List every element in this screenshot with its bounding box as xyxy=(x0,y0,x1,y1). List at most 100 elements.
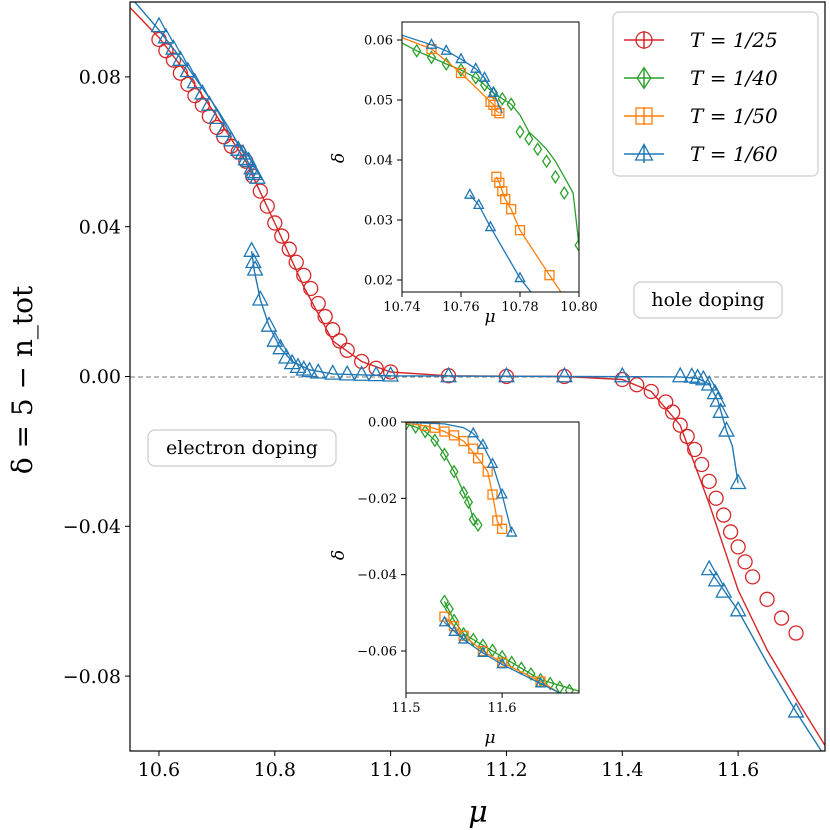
upper-inset-point-T-1-40 xyxy=(574,238,579,253)
lower-inset-y-tick-label: −0.04 xyxy=(357,568,397,583)
upper-inset-point-T-1-40 xyxy=(497,91,507,106)
upper-inset-frame xyxy=(401,21,580,293)
main-y-tick-label: 0.08 xyxy=(79,67,121,89)
upper-inset-point-T-1-50 xyxy=(485,96,496,107)
main-point-T-1-25 xyxy=(339,342,355,358)
main-y-axis-label: δ = 5 − n_tot xyxy=(6,285,39,474)
main-point-T-1-25 xyxy=(267,215,283,231)
lower-inset-point-T-1-50 xyxy=(439,611,450,622)
upper-inset-y-tick-label: 0.06 xyxy=(364,34,393,49)
upper-inset-point-T-1-50 xyxy=(500,193,511,205)
lower-inset-point-T-1-40 xyxy=(555,680,565,693)
main-point-T-1-60 xyxy=(718,421,735,437)
main-point-T-1-60 xyxy=(179,61,197,78)
lower-inset-y-tick-label: 0.00 xyxy=(368,416,397,431)
main-point-T-1-25 xyxy=(332,333,348,349)
main-point-T-1-60 xyxy=(246,259,264,276)
lower-inset-point-T-1-60 xyxy=(505,525,518,537)
main-point-T-1-25 xyxy=(708,490,724,506)
main-point-T-1-25 xyxy=(687,441,703,458)
main-x-ticks: 10.6 10.8 11.0 11.2 11.4 11.6 xyxy=(138,751,759,781)
main-x-tick-label: 11.0 xyxy=(369,759,411,781)
hole-doping-label: hole doping xyxy=(651,289,764,311)
legend-item: T = 1/25 xyxy=(624,28,778,52)
legend-label: T = 1/50 xyxy=(690,104,778,128)
main-point-T-1-60 xyxy=(164,39,182,55)
main-point-T-1-25 xyxy=(701,473,717,490)
lower-inset-series-line-T-1-60 xyxy=(406,422,513,533)
main-point-T-1-60 xyxy=(260,316,278,332)
main-point-T-1-60 xyxy=(694,369,712,386)
lower-inset-x-ticks: 11.5 11.6 xyxy=(392,693,517,716)
upper-inset-point-T-1-40 xyxy=(515,124,525,139)
lower-inset-point-T-1-40 xyxy=(468,512,478,527)
upper-inset-point-T-1-60 xyxy=(464,188,476,199)
main-point-T-1-60 xyxy=(237,149,255,166)
legend-label: T = 1/25 xyxy=(690,28,778,52)
lower-inset-point-T-1-50 xyxy=(487,489,498,500)
lower-inset-point-T-1-40 xyxy=(545,676,555,691)
main-y-tick-label: 0.04 xyxy=(79,216,121,238)
main-point-T-1-25 xyxy=(252,183,268,199)
main-point-T-1-60 xyxy=(186,72,204,89)
main-x-tick-label: 10.8 xyxy=(254,759,296,781)
lower-inset-point-T-1-60 xyxy=(457,632,470,644)
legend-item: T = 1/50 xyxy=(624,104,778,128)
hole-doping-annotation: hole doping xyxy=(633,281,783,319)
main-point-T-1-25 xyxy=(773,610,790,626)
lower-inset-point-T-1-60 xyxy=(477,438,489,449)
main-point-T-1-60 xyxy=(715,582,733,598)
main-point-T-1-25 xyxy=(382,364,399,380)
upper-inset-x-ticks: 10.74 10.76 10.78 10.80 xyxy=(383,292,598,315)
main-point-T-1-25 xyxy=(672,417,688,433)
main-point-T-1-60 xyxy=(208,108,226,124)
main-point-T-1-25 xyxy=(180,76,196,93)
main-point-T-1-60 xyxy=(689,368,707,384)
upper-inset-point-T-1-50 xyxy=(514,225,526,236)
upper-inset-point-T-1-50 xyxy=(491,171,502,182)
main-point-T-1-25 xyxy=(310,295,326,312)
upper-inset-y-label: δ xyxy=(329,153,349,163)
main-point-T-1-25 xyxy=(715,507,732,523)
main-y-ticks: 0.08 0.04 0.00 −0.04 −0.08 xyxy=(63,67,130,688)
lower-inset-point-T-1-40 xyxy=(463,495,474,510)
upper-inset-point-T-1-40 xyxy=(550,169,561,184)
main-point-T-1-25 xyxy=(665,404,681,420)
main-x-axis-label: μ xyxy=(468,795,488,830)
upper-inset-x-tick-label: 10.76 xyxy=(442,300,479,315)
main-point-T-1-60 xyxy=(700,559,718,576)
lower-inset-series-line-T-1-50 xyxy=(443,616,561,693)
main-point-T-1-25 xyxy=(354,353,370,370)
legend: T = 1/25 T = 1/40 T = 1/50 T = 1/60 xyxy=(612,11,819,177)
legend-marker-swatch xyxy=(635,31,653,49)
lower-inset-point-T-1-50 xyxy=(448,430,460,441)
lower-inset-point-T-1-40 xyxy=(449,464,459,479)
upper-inset-point-T-1-50 xyxy=(494,108,505,119)
upper-inset-point-T-1-40 xyxy=(441,56,451,72)
upper-inset-point-T-1-50 xyxy=(488,99,499,110)
upper-inset-point-T-1-60 xyxy=(487,86,500,97)
main-x-tick-label: 11.6 xyxy=(717,759,759,781)
upper-inset-point-T-1-40 xyxy=(471,70,481,85)
upper-inset-point-T-1-60 xyxy=(440,44,453,55)
upper-inset-y-tick-label: 0.02 xyxy=(364,274,393,289)
lower-inset-x-tick-label: 11.5 xyxy=(392,701,421,716)
upper-inset-x-tick-label: 10.78 xyxy=(501,300,538,315)
main-frame xyxy=(129,1,826,752)
lower-inset-series-line-T-1-60 xyxy=(443,621,561,693)
upper-inset-y-tick-label: 0.03 xyxy=(364,214,393,229)
upper-inset-x-tick-label: 10.74 xyxy=(383,300,420,315)
main-point-T-1-25 xyxy=(737,554,753,570)
main-point-T-1-60 xyxy=(248,168,266,184)
main-x-tick-label: 11.4 xyxy=(601,759,643,781)
upper-inset-point-T-1-60 xyxy=(514,271,526,283)
main-point-T-1-60 xyxy=(171,50,189,66)
main-point-T-1-60 xyxy=(707,570,725,587)
main-point-T-1-60 xyxy=(266,331,284,347)
main-point-T-1-60 xyxy=(301,361,318,378)
lower-inset-point-T-1-60 xyxy=(467,426,480,438)
main-point-T-1-60 xyxy=(498,366,515,383)
main-y-tick-label: 0.00 xyxy=(79,366,121,388)
main-point-T-1-60 xyxy=(251,289,269,306)
